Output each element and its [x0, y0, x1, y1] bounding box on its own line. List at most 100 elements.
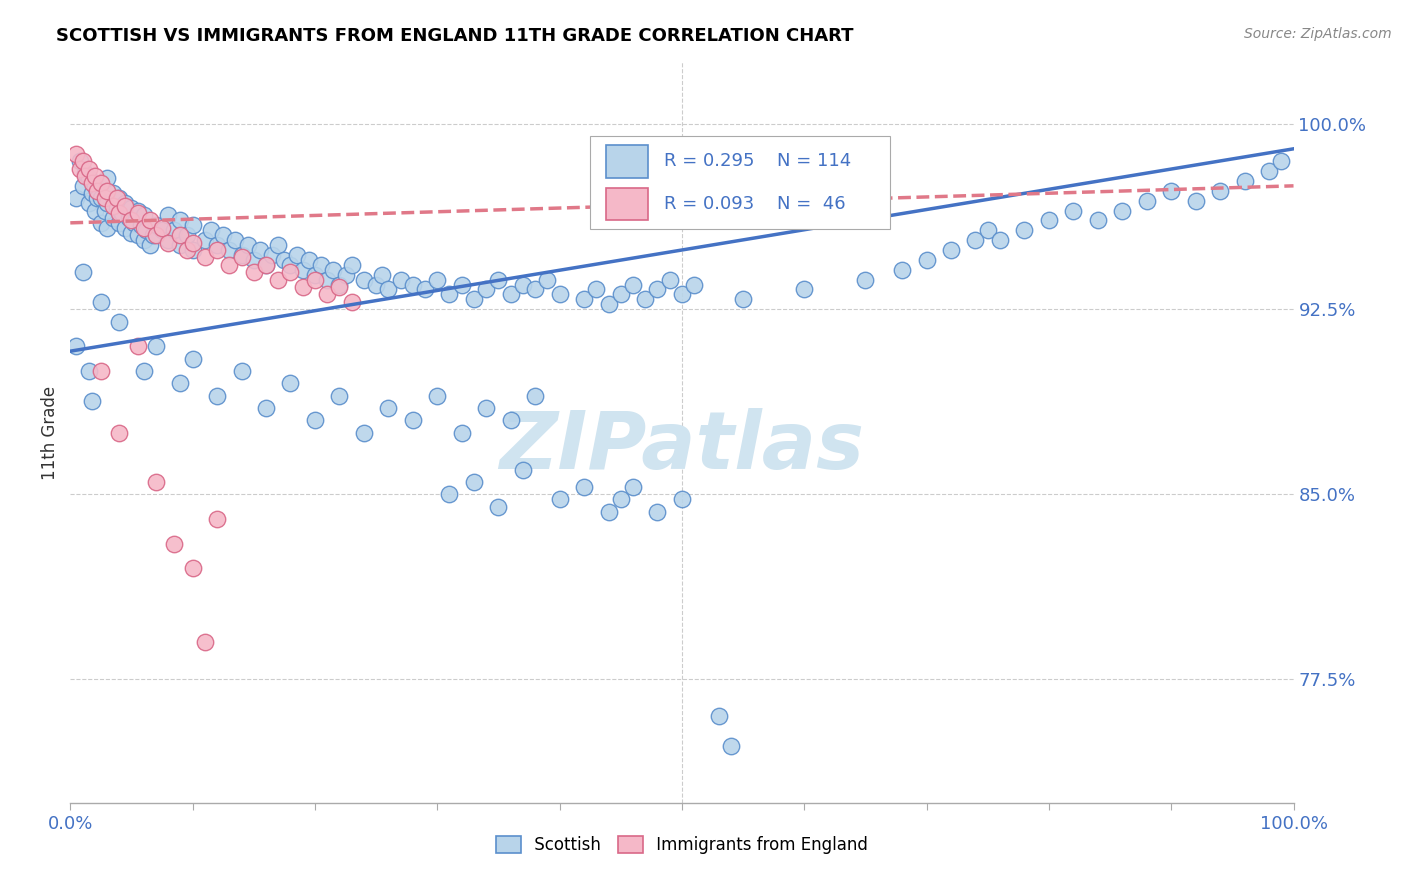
Point [132, 209, 155, 223]
Point [90, 364, 112, 378]
Point [231, 251, 253, 265]
Point [512, 462, 534, 476]
Point [163, 536, 186, 550]
Point [340, 294, 363, 309]
Point [671, 492, 693, 507]
Point [988, 233, 1011, 247]
Point [267, 238, 290, 252]
Point [205, 388, 228, 402]
Point [280, 376, 302, 391]
Point [236, 238, 259, 252]
Point [127, 228, 149, 243]
Point [65, 191, 87, 205]
Point [139, 213, 162, 227]
Point [439, 287, 461, 301]
Point [90, 177, 112, 191]
Point [610, 492, 633, 507]
Point [585, 283, 607, 297]
FancyBboxPatch shape [591, 136, 890, 229]
Point [181, 561, 204, 575]
Point [304, 272, 326, 286]
Point [90, 191, 112, 205]
Point [335, 268, 357, 282]
Point [328, 277, 350, 292]
Point [145, 219, 167, 233]
Point [463, 475, 485, 489]
Point [366, 277, 388, 292]
Point [1233, 174, 1256, 188]
Point [671, 287, 693, 301]
Point [150, 223, 173, 237]
Point [90, 294, 112, 309]
Point [598, 505, 620, 519]
Point [524, 283, 547, 297]
Point [413, 283, 436, 297]
Point [145, 228, 167, 243]
Point [1160, 184, 1182, 198]
Point [121, 213, 143, 227]
Point [157, 209, 180, 223]
Point [243, 265, 266, 279]
Point [598, 297, 620, 311]
Point [249, 243, 271, 257]
Text: Source: ZipAtlas.com: Source: ZipAtlas.com [1244, 27, 1392, 41]
Point [1136, 194, 1159, 208]
Point [157, 233, 180, 247]
Point [377, 283, 399, 297]
Point [389, 272, 412, 286]
Point [118, 211, 141, 225]
Point [73, 169, 96, 183]
Point [254, 258, 277, 272]
Point [450, 277, 472, 292]
Point [267, 272, 290, 286]
Point [1038, 213, 1060, 227]
Point [377, 401, 399, 415]
Point [127, 206, 149, 220]
Point [243, 252, 266, 267]
Point [108, 425, 131, 440]
Point [205, 243, 228, 257]
Point [77, 364, 100, 378]
Point [340, 258, 363, 272]
Point [108, 206, 131, 220]
Point [101, 186, 124, 201]
Point [129, 219, 152, 233]
Point [647, 505, 669, 519]
Point [145, 475, 167, 489]
Point [572, 480, 595, 494]
Point [194, 233, 217, 247]
Point [304, 268, 326, 282]
Point [127, 339, 149, 353]
Point [169, 376, 191, 391]
Text: N =  46: N = 46 [778, 195, 846, 213]
Point [512, 277, 534, 292]
Point [254, 258, 277, 272]
Point [499, 287, 522, 301]
Point [224, 233, 246, 247]
Point [73, 166, 96, 180]
Point [145, 339, 167, 353]
Point [328, 280, 350, 294]
Point [855, 272, 877, 286]
Point [93, 203, 115, 218]
Point [132, 364, 155, 378]
Point [939, 243, 962, 257]
Point [402, 413, 425, 427]
Point [108, 216, 131, 230]
Point [101, 211, 124, 225]
Point [475, 401, 498, 415]
Point [309, 258, 332, 272]
Point [96, 220, 118, 235]
Point [181, 235, 204, 250]
Point [402, 277, 425, 292]
Point [915, 252, 938, 267]
Point [426, 272, 449, 286]
Point [291, 262, 314, 277]
Point [328, 388, 350, 402]
Point [181, 351, 204, 366]
Point [280, 258, 302, 272]
Point [231, 248, 253, 262]
Point [101, 198, 124, 212]
Text: R = 0.093: R = 0.093 [664, 195, 754, 213]
Point [86, 191, 108, 205]
